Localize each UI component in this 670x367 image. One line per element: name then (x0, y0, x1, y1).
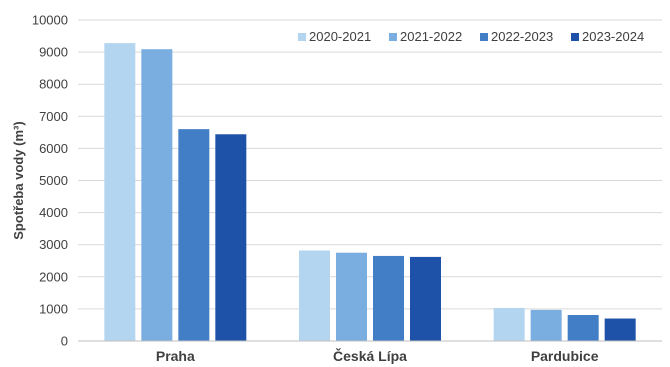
gridlines (78, 19, 662, 310)
x-axis-categories: Praha Česká Lípa Pardubice (156, 347, 599, 364)
bar-3-1 (493, 307, 525, 341)
bar-3-4 (604, 318, 636, 341)
y-tick-label: 10000 (32, 13, 68, 28)
bar-1-4 (215, 134, 247, 341)
x-category-label: Pardubice (531, 348, 599, 364)
bars (104, 43, 636, 341)
x-category-label: Praha (156, 348, 195, 364)
bar-1-1 (104, 43, 136, 341)
bar-3-3 (567, 314, 599, 341)
y-tick-label: 5000 (39, 173, 68, 188)
legend-swatch (480, 33, 488, 41)
bar-1-2 (141, 49, 173, 341)
bar-3-2 (530, 309, 562, 341)
y-tick-label: 0 (61, 334, 68, 349)
y-tick-label: 4000 (39, 205, 68, 220)
y-tick-label: 9000 (39, 45, 68, 60)
y-tick-label: 8000 (39, 77, 68, 92)
bar-2-1 (299, 250, 330, 341)
x-category-label: Česká Lípa (333, 347, 407, 364)
legend-swatch (571, 33, 579, 41)
legend-swatch (389, 33, 397, 41)
bar-2-4 (410, 256, 441, 341)
legend-swatch (298, 33, 306, 41)
legend-label: 2020-2021 (309, 29, 371, 44)
legend-label: 2021-2022 (400, 29, 462, 44)
bar-1-3 (178, 129, 210, 341)
y-axis-label: Spotřeba vody (m³) (11, 121, 26, 239)
legend-label: 2022-2023 (491, 29, 553, 44)
y-tick-label: 7000 (39, 109, 68, 124)
legend-label: 2023-2024 (582, 29, 644, 44)
y-tick-label: 6000 (39, 141, 68, 156)
legend: 2020-2021 2021-2022 2022-2023 2023-2024 (298, 29, 644, 44)
y-tick-label: 1000 (39, 301, 68, 316)
bar-2-2 (336, 252, 367, 341)
y-axis-ticks: 0 1000 2000 3000 4000 5000 6000 7000 8000 9000 100… (32, 13, 68, 349)
y-tick-label: 3000 (39, 237, 68, 252)
bar-2-3 (373, 255, 404, 341)
y-tick-label: 2000 (39, 269, 68, 284)
